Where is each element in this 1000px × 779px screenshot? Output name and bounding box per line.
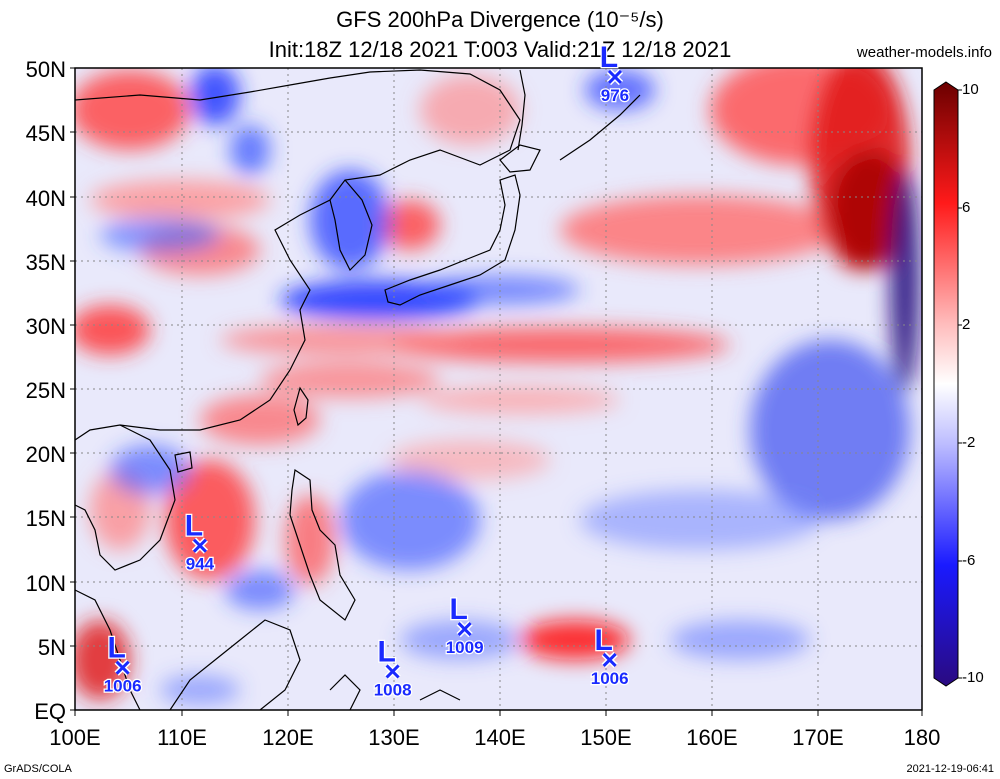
- low-letter: L: [595, 624, 613, 657]
- low-pressure-value: 1008: [374, 680, 412, 699]
- lon-label: 140E: [474, 725, 526, 750]
- lon-label: 130E: [368, 725, 420, 750]
- low-letter: L: [107, 632, 125, 665]
- low-x-icon: [385, 664, 400, 679]
- lat-label: 50N: [25, 57, 66, 82]
- low-pressure-value: 1006: [591, 669, 629, 688]
- graticule: [75, 68, 922, 710]
- lon-label: 150E: [580, 725, 632, 750]
- chart-subtitle: Init:18Z 12/18 2021 T:003 Valid:21Z 12/1…: [268, 37, 732, 62]
- generated-timestamp: 2021-12-19-06:41: [906, 763, 994, 775]
- lat-label: EQ: [34, 699, 66, 724]
- colorbar-label: 2: [962, 316, 971, 333]
- lat-label: 15N: [25, 506, 66, 531]
- low-center: L 944: [184, 508, 216, 575]
- low-pressure-value: 1006: [104, 677, 142, 696]
- lat-label: 45N: [25, 121, 66, 146]
- divergence-field: [75, 68, 922, 710]
- axis-ticks: [70, 67, 923, 716]
- low-center: L 1006: [590, 623, 630, 690]
- low-x-icon: [457, 622, 472, 637]
- lat-label: 25N: [25, 378, 66, 403]
- lon-label: 160E: [686, 725, 738, 750]
- low-center: L 1009: [444, 592, 484, 659]
- low-pressure-value: 944: [186, 555, 215, 574]
- coastlines: [75, 69, 641, 710]
- lat-label: 35N: [25, 250, 66, 275]
- site-credit: weather-models.info: [856, 44, 992, 61]
- colorbar-label: -2: [962, 434, 976, 451]
- lon-label: 110E: [157, 725, 207, 750]
- low-center: L 976: [599, 40, 631, 107]
- low-pressure-value: 976: [601, 86, 629, 105]
- lon-label: 170E: [792, 725, 844, 750]
- low-pressure-markers: L 976 L 944 L 1009 L 1006 L 1008 L 1006: [102, 40, 631, 701]
- colorbar: [933, 81, 962, 687]
- low-pressure-value: 1009: [446, 638, 484, 657]
- low-letter: L: [449, 593, 467, 626]
- lat-label: 40N: [25, 186, 66, 211]
- lon-label: 100E: [49, 725, 101, 750]
- low-center: L 1008: [372, 634, 412, 701]
- colorbar-label: -10: [962, 669, 984, 686]
- lat-label: 20N: [25, 442, 66, 467]
- low-x-icon: [607, 69, 623, 85]
- low-letter: L: [185, 510, 203, 543]
- low-x-icon: [602, 652, 617, 667]
- low-letter: L: [600, 41, 618, 74]
- low-x-icon: [115, 660, 130, 675]
- lat-label: 5N: [37, 635, 66, 660]
- colorbar-label: 10: [962, 81, 979, 98]
- lon-label: 180: [903, 725, 941, 750]
- lat-label: 30N: [25, 314, 66, 339]
- low-letter: L: [377, 635, 395, 668]
- colorbar-label: -6: [962, 552, 976, 569]
- lon-label: 120E: [262, 725, 314, 750]
- colorbar-label: 6: [962, 199, 971, 216]
- lat-label: 10N: [25, 571, 66, 596]
- chart-title: GFS 200hPa Divergence (10⁻⁵/s): [336, 7, 664, 32]
- software-credit: GrADS/COLA: [4, 763, 72, 775]
- low-x-icon: [192, 538, 207, 553]
- low-center: L 1006: [102, 630, 142, 697]
